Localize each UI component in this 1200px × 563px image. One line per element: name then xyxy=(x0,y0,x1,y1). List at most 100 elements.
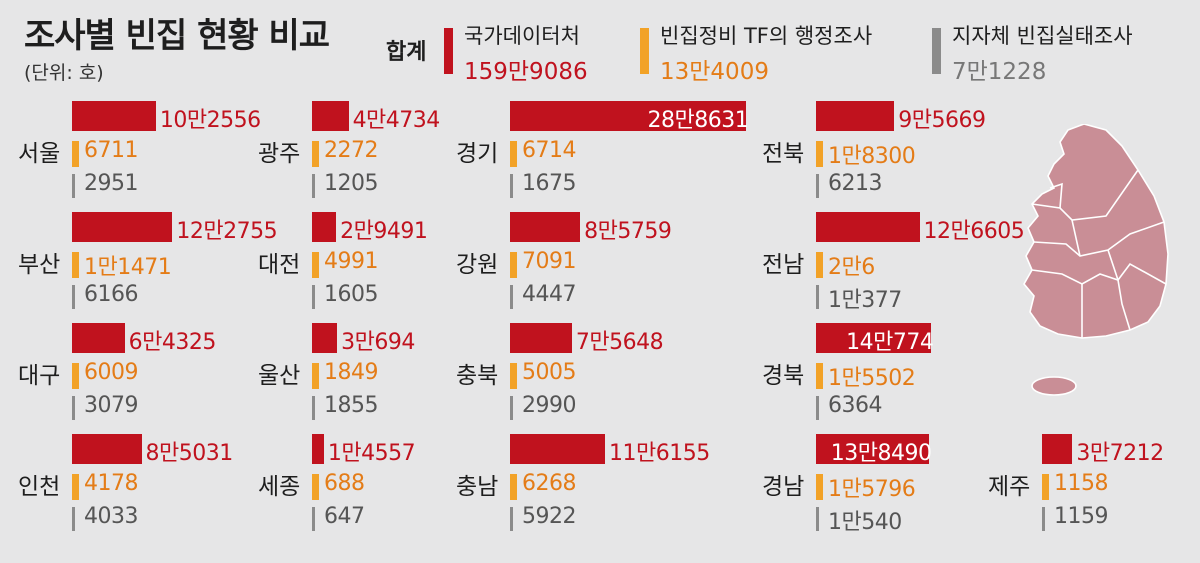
value-label-national: 9만5669 xyxy=(898,108,986,133)
bar-tf xyxy=(510,141,517,167)
region-name: 경기 xyxy=(456,141,499,167)
value-label-national: 12만2755 xyxy=(176,219,278,244)
value-label-local: 647 xyxy=(324,504,365,529)
legend-swatch xyxy=(932,28,941,74)
value-label-national: 4만4734 xyxy=(352,108,441,133)
region-name: 세종 xyxy=(258,474,301,500)
bar-local xyxy=(816,507,819,531)
legend-swatch xyxy=(444,28,453,74)
value-label-local: 6166 xyxy=(84,282,139,307)
bar-local xyxy=(510,507,513,531)
bar-local xyxy=(312,174,315,198)
region-group: 부산 12만2755 1만1471 6166 xyxy=(16,212,316,322)
value-label-tf: 6711 xyxy=(84,138,139,163)
bar-national xyxy=(312,434,324,464)
map-region-line xyxy=(1117,279,1131,331)
bar-local xyxy=(72,507,75,531)
region-group: 경남 13만8490 1만5796 1만540 xyxy=(760,434,1060,544)
region-name: 서울 xyxy=(18,141,61,167)
bar-national xyxy=(312,323,338,353)
region-group: 전북 9만5669 1만8300 6213 xyxy=(760,101,1060,211)
value-label-local: 2990 xyxy=(522,393,577,418)
region-name: 전남 xyxy=(762,252,805,278)
region-name: 충남 xyxy=(456,474,499,500)
value-label-tf: 1만5796 xyxy=(828,477,916,502)
value-label-tf: 1만8300 xyxy=(828,144,916,169)
bar-national xyxy=(72,323,125,353)
bar-tf xyxy=(312,141,319,167)
value-label-local: 6213 xyxy=(828,171,883,196)
value-label-local: 5922 xyxy=(522,504,577,529)
value-label-local: 6364 xyxy=(828,393,883,418)
bar-national xyxy=(72,212,173,242)
bar-national xyxy=(312,212,337,242)
value-label-national: 8만5759 xyxy=(584,219,672,244)
region-name: 강원 xyxy=(456,252,499,278)
map-jeju xyxy=(1031,376,1077,396)
value-label-national: 14만774 xyxy=(846,330,934,355)
value-label-tf: 6714 xyxy=(522,138,577,163)
region-name: 부산 xyxy=(18,252,61,278)
value-label-national: 7만5648 xyxy=(575,330,664,355)
region-name: 울산 xyxy=(258,363,301,389)
legend-series-total: 7만1228 xyxy=(952,59,1047,85)
value-label-local: 1605 xyxy=(324,282,379,307)
korea-map xyxy=(1023,124,1169,396)
value-label-tf: 2만6 xyxy=(828,255,875,280)
bar-national xyxy=(1042,434,1073,464)
bar-national xyxy=(510,212,581,242)
region-name: 전북 xyxy=(762,141,805,167)
bar-national xyxy=(312,101,349,131)
legend-series-name: 빈집정비 TF의 행정조사 xyxy=(660,24,873,48)
bar-local xyxy=(816,396,819,420)
map-region-line xyxy=(1031,262,1167,285)
value-label-local: 1만377 xyxy=(828,288,902,313)
value-label-tf: 1158 xyxy=(1054,471,1109,496)
value-label-local: 2951 xyxy=(84,171,139,196)
bar-tf xyxy=(72,474,79,500)
bar-national xyxy=(72,101,156,131)
bar-local xyxy=(72,174,75,198)
region-group: 충북 7만5648 5005 2990 xyxy=(454,323,754,433)
region-name: 대전 xyxy=(258,252,301,278)
region-group: 대구 6만4325 6009 3079 xyxy=(16,323,316,433)
bar-tf xyxy=(72,252,79,278)
region-name: 인천 xyxy=(18,474,61,500)
bar-national xyxy=(510,323,572,353)
region-name: 경남 xyxy=(762,474,805,500)
legend-total-label: 합계 xyxy=(386,40,427,65)
bar-tf xyxy=(312,474,319,500)
value-label-national: 12만6605 xyxy=(923,219,1025,244)
value-label-tf: 688 xyxy=(324,471,365,496)
bar-tf xyxy=(816,252,823,278)
value-label-tf: 6009 xyxy=(84,360,139,385)
map-region-line xyxy=(1033,221,1165,257)
bar-tf xyxy=(1042,474,1049,500)
bar-tf xyxy=(312,363,319,389)
value-label-national: 1만4557 xyxy=(327,441,416,466)
bar-national xyxy=(510,434,605,464)
value-label-national: 3만694 xyxy=(341,330,415,355)
region-group: 경기 28만8631 6714 1675 xyxy=(454,101,754,211)
value-label-local: 1159 xyxy=(1054,504,1109,529)
legend-series-name: 지자체 빈집실태조사 xyxy=(952,24,1133,48)
value-label-local: 4447 xyxy=(522,282,577,307)
value-label-tf: 5005 xyxy=(522,360,577,385)
bar-local xyxy=(816,285,819,309)
bar-national xyxy=(816,434,930,464)
region-name: 경북 xyxy=(762,363,805,389)
bar-tf xyxy=(72,141,79,167)
value-label-tf: 2272 xyxy=(324,138,379,163)
bar-tf xyxy=(510,363,517,389)
bar-local xyxy=(312,285,315,309)
legend-series-total: 159만9086 xyxy=(464,59,588,85)
bar-tf xyxy=(510,474,517,500)
value-label-tf: 7091 xyxy=(522,249,577,274)
region-name: 제주 xyxy=(988,474,1031,500)
bar-local xyxy=(72,396,75,420)
bar-local xyxy=(510,174,513,198)
bar-tf xyxy=(816,141,823,167)
region-group: 제주 3만7212 1158 1159 xyxy=(988,434,1200,544)
bar-national xyxy=(510,101,746,131)
value-label-national: 8만5031 xyxy=(145,441,234,466)
